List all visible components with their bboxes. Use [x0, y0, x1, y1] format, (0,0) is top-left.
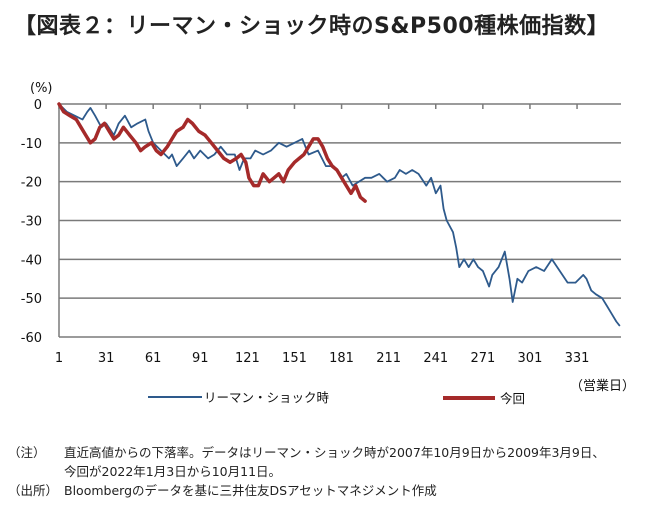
source-row: （出所） Bloombergのデータを基に三井住友DSアセットマネジメント作成 [8, 481, 605, 500]
x-tick-label: 271 [470, 351, 495, 366]
source-key: （出所） [8, 483, 59, 498]
gridlines [59, 103, 621, 338]
note-text-continued: 今回が2022年1月3日から10月11日。 [64, 464, 282, 479]
series-lines [57, 102, 621, 327]
source-text: Bloombergのデータを基に三井住友DSアセットマネジメント作成 [64, 483, 437, 498]
y-tick-label: -40 [21, 253, 42, 268]
series-line-lehman [58, 103, 621, 327]
x-tick-label: 61 [145, 351, 162, 366]
y-axis-unit: (%) [30, 81, 53, 96]
x-tick-label: 121 [235, 351, 260, 366]
x-tick-label: 151 [282, 351, 307, 366]
x-tick-label: 301 [518, 351, 543, 366]
x-tick-label: 241 [423, 351, 448, 366]
x-tick-label: 181 [329, 351, 354, 366]
note-text: 直近高値からの下落率。データはリーマン・ショック時が2007年10月9日から20… [64, 445, 605, 460]
chart-title: 【図表２：リーマン・ショック時のS&P500種株価指数】 [14, 14, 610, 39]
y-tick-label: -20 [21, 176, 42, 191]
series-line-current [57, 102, 367, 203]
footnotes: （注） 直近高値からの下落率。データはリーマン・ショック時が2007年10月9日… [8, 443, 605, 500]
x-axis-unit: （営業日） [570, 378, 635, 394]
legend-label-lehman: リーマン・ショック時 [204, 390, 330, 405]
y-axis-ticks: 0 -10 -20 -30 -40 -50 -60 [21, 98, 42, 346]
x-tick-label: 91 [192, 351, 209, 366]
x-tick-label: 1 [55, 351, 63, 366]
note-row: （注） 直近高値からの下落率。データはリーマン・ショック時が2007年10月9日… [8, 443, 605, 462]
x-axis-ticks: 1 31 61 91 121 151 181 211 241 271 301 331 [55, 351, 590, 366]
y-tick-label: -30 [21, 215, 42, 230]
y-tick-label: 0 [34, 98, 42, 113]
legend: リーマン・ショック時 今回 [148, 390, 525, 406]
note-key: （注） [8, 445, 46, 460]
x-tick-label: 211 [376, 351, 401, 366]
y-tick-label: -50 [21, 292, 42, 307]
line-chart: 0 -10 -20 -30 -40 -50 -60 1 31 61 91 121 151 181 211 2… [21, 81, 635, 406]
y-tick-label: -10 [21, 137, 42, 152]
y-tick-label: -60 [21, 331, 42, 346]
x-tick-label: 31 [98, 351, 115, 366]
x-tick-label: 331 [565, 351, 590, 366]
legend-label-current: 今回 [500, 391, 525, 406]
